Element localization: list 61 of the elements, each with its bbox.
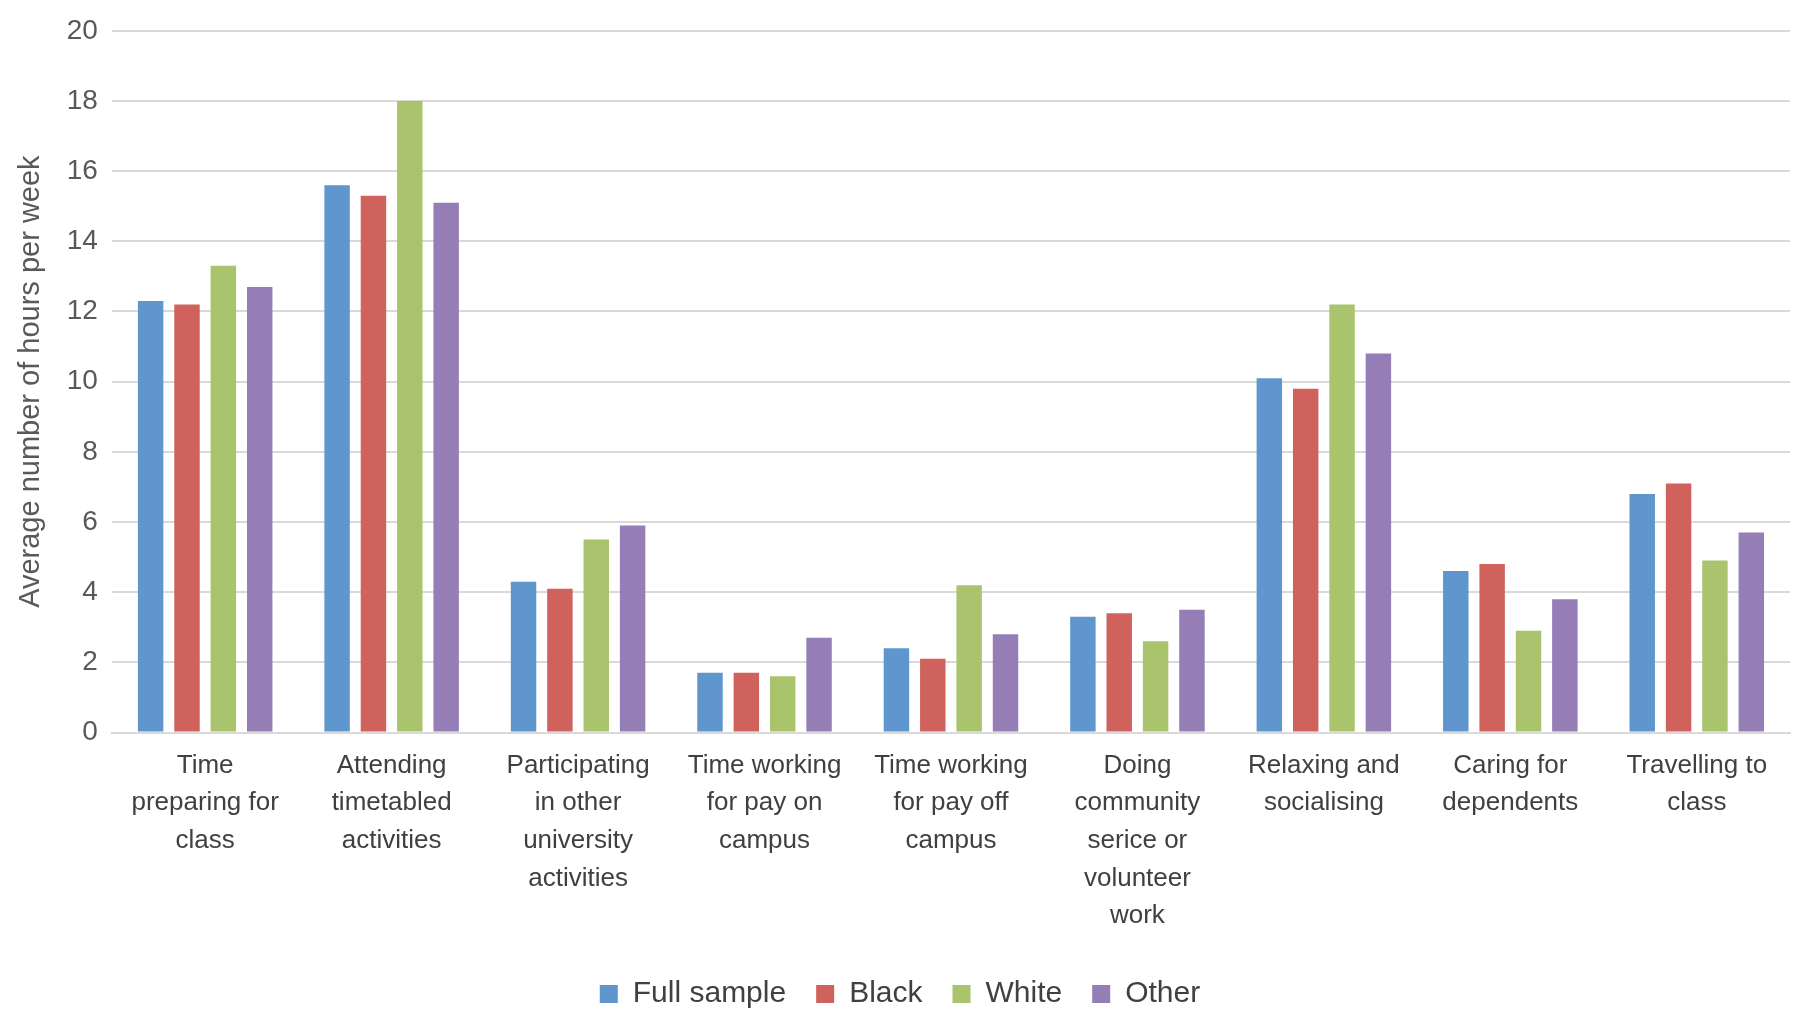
y-tick-label: 8: [82, 434, 98, 466]
bar: [1070, 616, 1096, 732]
bar: [1479, 564, 1505, 732]
bar: [920, 658, 946, 732]
bar: [246, 286, 273, 732]
bar: [433, 202, 459, 732]
bar: [137, 300, 164, 732]
bar: [1179, 609, 1205, 732]
bar: [583, 539, 609, 732]
y-tick-label: 14: [66, 224, 98, 256]
bar: [1665, 483, 1692, 732]
bar: [1738, 532, 1765, 732]
y-tick-label: 16: [66, 153, 98, 185]
bar: [174, 304, 200, 732]
bar: [619, 525, 646, 732]
y-tick-label: 2: [82, 645, 98, 677]
bar: [1629, 493, 1655, 732]
x-tick-label: Travelling to class: [1626, 748, 1768, 817]
bar: [769, 676, 796, 732]
bar: [697, 672, 723, 732]
bar: [1365, 353, 1392, 732]
y-axis-title: Average number of hours per week: [13, 154, 46, 608]
bar: [733, 672, 760, 732]
legend-label: Full sample: [632, 975, 787, 1009]
y-tick-label: 6: [82, 504, 98, 536]
bar: [1329, 304, 1355, 732]
bar: [210, 265, 237, 732]
x-tick-label: Time preparing for class: [131, 748, 280, 854]
bar: [1106, 613, 1132, 732]
bar: [324, 185, 350, 732]
x-tick-label: Time working for pay off campus: [874, 748, 1028, 854]
legend-label: White: [985, 975, 1063, 1009]
bar: [1142, 641, 1169, 732]
x-tick-label: Caring for dependents: [1442, 748, 1579, 817]
bar: [956, 585, 982, 732]
bar: [1515, 630, 1542, 732]
bar: [806, 637, 832, 732]
legend-label: Black: [849, 975, 924, 1009]
bar: [1256, 378, 1283, 732]
y-tick-label: 18: [66, 83, 98, 115]
bar: [883, 648, 910, 732]
bar: [360, 195, 387, 732]
bar: [397, 100, 423, 732]
y-tick-label: 12: [66, 294, 98, 326]
bar: [1292, 388, 1319, 732]
bar: [992, 634, 1019, 732]
x-tick-label: Doing community serice or volunteer work: [1074, 748, 1201, 930]
x-tick-label: Participating in other university activities: [506, 748, 650, 892]
bar: [1552, 599, 1578, 732]
bar: [547, 588, 573, 732]
legend-label: Other: [1125, 975, 1201, 1009]
y-tick-label: 10: [66, 364, 98, 396]
x-tick-label: Relaxing and socialising: [1247, 748, 1400, 817]
bar: [1702, 560, 1728, 732]
y-tick-label: 4: [82, 574, 98, 606]
y-tick-label: 20: [66, 13, 98, 45]
x-tick-label: Time working for pay on campus: [687, 748, 842, 854]
bar: [510, 581, 537, 732]
y-tick-label: 0: [82, 715, 98, 747]
bar: [1443, 571, 1469, 732]
x-tick-label: Attending timetabled activities: [331, 748, 452, 854]
